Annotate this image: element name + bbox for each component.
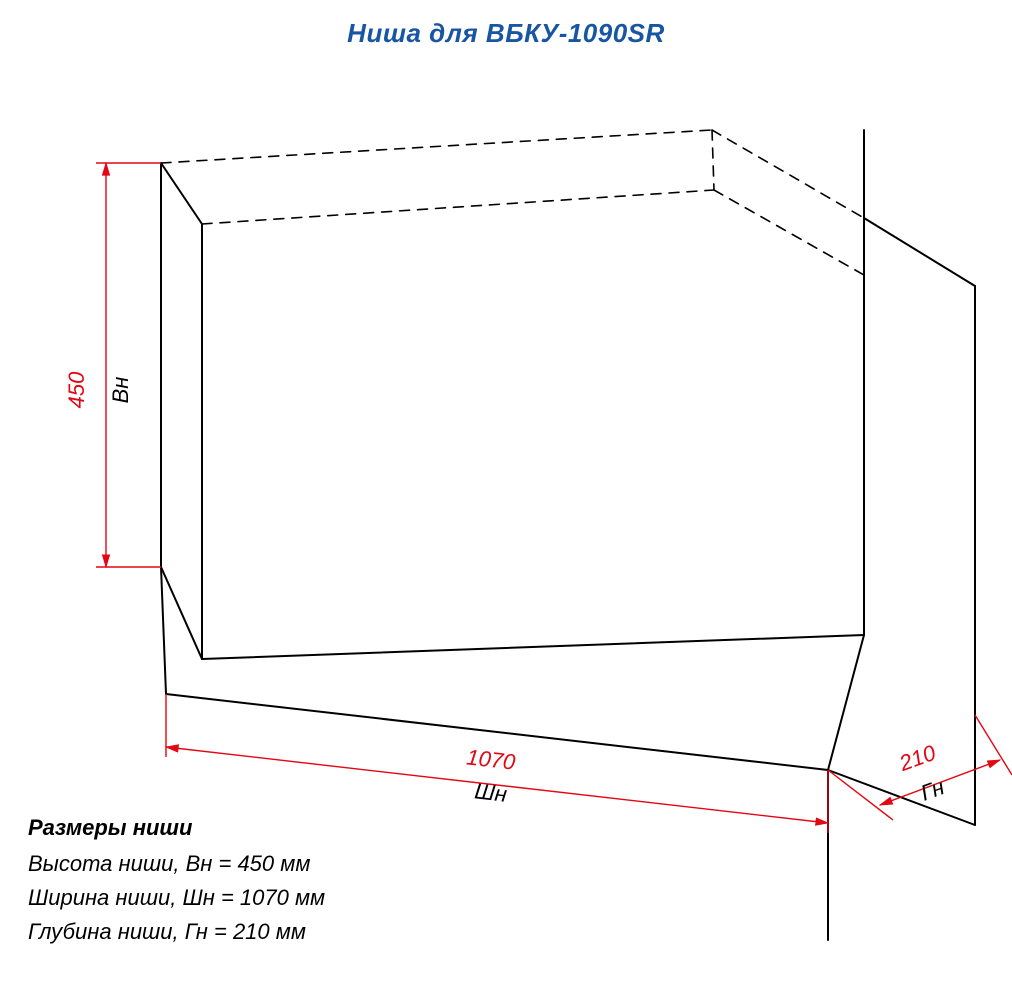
legend-line: Высота ниши, Вн = 450 мм — [28, 847, 325, 881]
dim-depth-value: 210 — [895, 740, 940, 777]
dim-width-label: Шн — [473, 778, 508, 807]
legend-block: Размеры ниши Высота ниши, Вн = 450 мм Ши… — [28, 811, 325, 949]
legend-line: Глубина ниши, Гн = 210 мм — [28, 915, 325, 949]
legend-header: Размеры ниши — [28, 811, 325, 845]
niche-hidden-edges — [161, 130, 864, 275]
dim-depth-label: Гн — [917, 774, 947, 805]
legend-line: Ширина ниши, Шн = 1070 мм — [28, 881, 325, 915]
dim-height-label: Вн — [108, 377, 133, 404]
niche-edges — [161, 163, 864, 659]
dim-width-value: 1070 — [465, 744, 517, 775]
dim-height: 450 Вн — [64, 163, 161, 567]
dim-height-value: 450 — [64, 371, 89, 408]
